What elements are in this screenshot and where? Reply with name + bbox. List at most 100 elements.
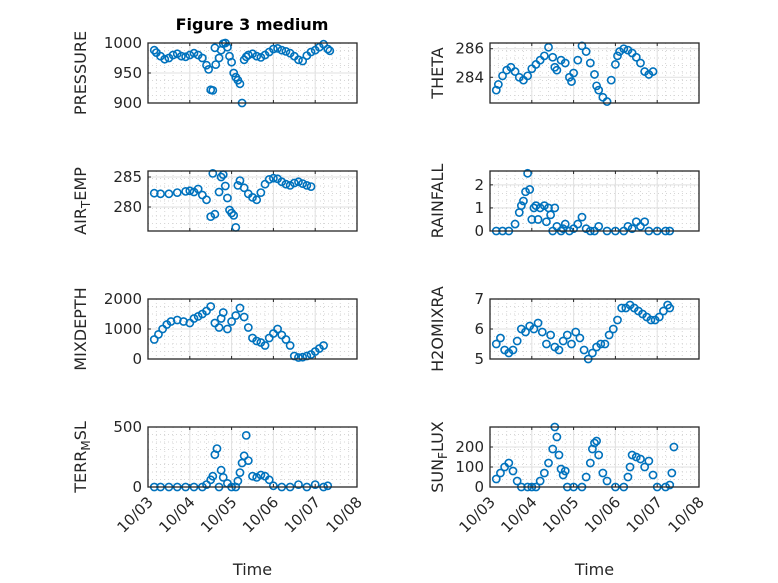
data-point (631, 52, 641, 62)
y-axis-label: TERRMSL (71, 421, 93, 494)
y-tick-label: 5 (474, 350, 484, 368)
y-tick-label: 100 (455, 458, 484, 476)
data-point (562, 330, 572, 340)
data-point (268, 173, 278, 183)
data-point (227, 208, 236, 218)
y-tick-label: 280 (113, 198, 142, 216)
data-point (248, 471, 257, 481)
data-point (235, 79, 245, 89)
data-point (644, 456, 654, 466)
data-point (654, 312, 664, 322)
y-tick-label: 2000 (104, 290, 142, 308)
y-tick-label: 1000 (104, 34, 142, 52)
data-point (544, 42, 553, 52)
data-point (211, 60, 221, 69)
data-point (594, 85, 604, 95)
axes-box (489, 42, 700, 104)
data-point (606, 75, 616, 85)
data-point (233, 476, 243, 486)
x-tick-label: 10/06 (581, 493, 624, 536)
x-tick-label: 10/08 (665, 493, 708, 536)
axes-box (489, 170, 700, 232)
data-point (289, 178, 299, 188)
data-point (596, 339, 606, 349)
y-tick-label: 286 (455, 40, 484, 58)
data-point (149, 45, 159, 55)
data-point (181, 52, 191, 62)
data-point (508, 466, 518, 476)
data-point (189, 48, 199, 58)
data-point (623, 472, 633, 482)
data-point (669, 442, 679, 452)
data-point (569, 68, 578, 78)
data-point (523, 71, 533, 81)
data-point (235, 176, 245, 185)
x-tick-label: 10/07 (623, 493, 666, 536)
data-point (577, 212, 587, 222)
data-point (260, 341, 270, 350)
y-tick-label: 0 (132, 350, 142, 368)
data-point (640, 217, 650, 227)
data-point (590, 438, 599, 448)
subplot-mixdepth: 0 1000 2000 MIXDEPTH (71, 287, 358, 371)
y-tick-label: 284 (455, 68, 484, 86)
data-point (512, 476, 522, 486)
data-point (208, 86, 218, 95)
data-point (667, 468, 677, 478)
data-point (554, 345, 564, 355)
data-point (590, 70, 599, 79)
data-point (554, 450, 564, 460)
data-point (573, 55, 583, 65)
data-point (594, 221, 604, 231)
data-point (310, 480, 320, 489)
data-point (277, 45, 287, 55)
data-point (214, 323, 224, 332)
y-tick-label: 1000 (104, 320, 142, 338)
data-point (560, 466, 570, 476)
x-tick-label: 10/04 (497, 493, 540, 536)
data-point (546, 330, 556, 340)
data-point (325, 46, 335, 56)
axes-box (489, 426, 700, 488)
data-point (214, 53, 224, 63)
data-point (319, 341, 328, 350)
data-point (220, 181, 230, 191)
y-axis-label: PRESSURE (71, 31, 90, 115)
data-point (229, 210, 239, 220)
axes-box (147, 42, 358, 104)
data-point (235, 303, 245, 313)
data-point (229, 68, 239, 78)
data-point (631, 452, 641, 462)
data-point (252, 336, 262, 346)
x-tick-label: 10/03 (456, 493, 499, 536)
data-point (575, 333, 585, 343)
data-point (239, 312, 249, 322)
y-tick-label: 1 (474, 199, 484, 217)
y-axis-label: MIXDEPTH (71, 287, 90, 370)
y-axis-label: RAINFALL (428, 164, 447, 239)
data-point (216, 172, 226, 182)
y-axis-label: SUNFLUX (428, 421, 450, 493)
subplot-pressure: 900 950 1000 PRESSURE (71, 31, 358, 115)
data-point (172, 188, 182, 197)
axes-box (147, 170, 358, 232)
data-point (281, 47, 291, 56)
data-point (294, 480, 303, 489)
data-point (567, 77, 576, 86)
data-point (539, 468, 549, 478)
x-axis-label: Time (232, 560, 272, 579)
data-point (298, 56, 308, 66)
data-point (491, 474, 501, 484)
data-point (598, 468, 608, 478)
data-point (208, 471, 218, 481)
x-tick-label: 10/06 (239, 493, 282, 536)
data-point (185, 186, 195, 196)
x-tick-label: 10/07 (281, 493, 324, 536)
figure-title: Figure 3 medium (176, 15, 329, 34)
data-point (512, 336, 522, 346)
data-point (197, 53, 207, 63)
subplot-theta: 284 286 THETA (428, 40, 700, 106)
data-point (640, 462, 650, 472)
